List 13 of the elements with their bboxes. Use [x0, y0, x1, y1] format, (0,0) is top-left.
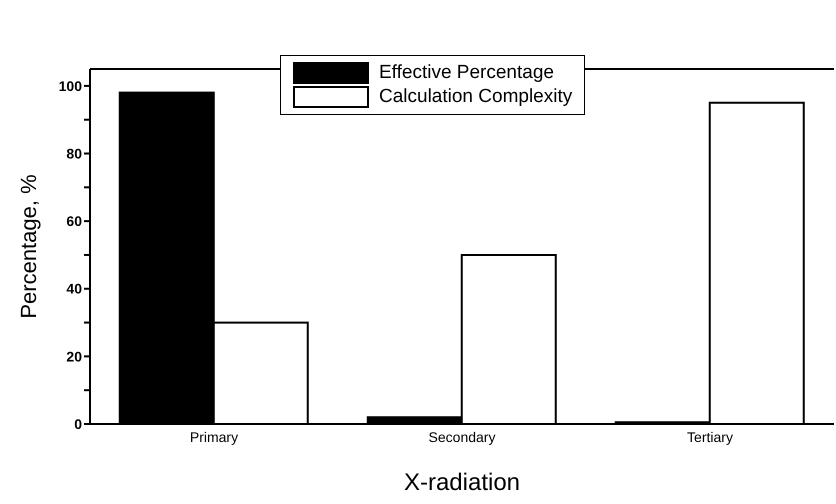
legend-label: Calculation Complexity	[379, 86, 572, 108]
x-tick-label: Secondary	[428, 428, 496, 445]
y-tick-label: 80	[66, 145, 82, 162]
y-tick-label: 20	[66, 348, 82, 364]
x-tick-label: Tertiary	[687, 428, 733, 445]
y-tick-label: 40	[66, 280, 82, 297]
y-tick-label: 0	[74, 416, 82, 432]
y-axis-title: Percentage, %	[16, 174, 41, 319]
x-tick-label: Primary	[190, 428, 238, 445]
x-axis-title: X-radiation	[404, 469, 520, 496]
legend-label: Effective Percentage	[379, 62, 554, 84]
y-tick-label: 100	[58, 78, 82, 94]
y-tick-label: 60	[66, 213, 82, 230]
